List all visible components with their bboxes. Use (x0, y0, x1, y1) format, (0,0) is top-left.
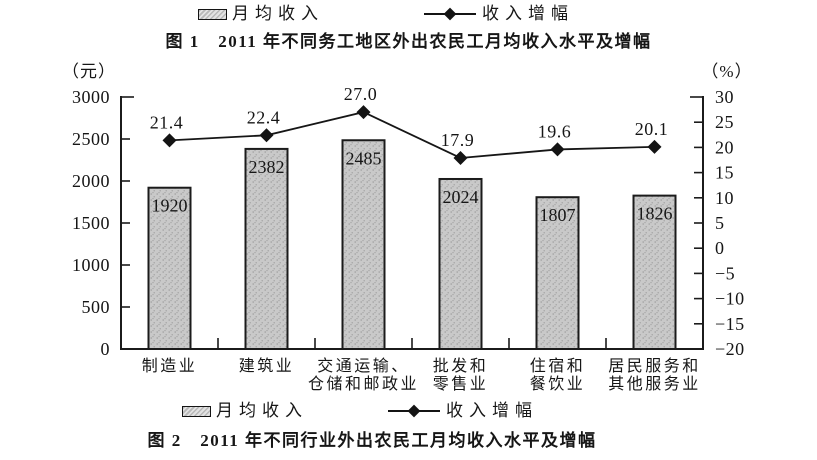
diamond-marker-icon (550, 142, 565, 157)
right-axis-tick-label: 0 (715, 238, 725, 258)
diamond-marker-icon (453, 150, 468, 165)
right-axis-tick-label: −10 (715, 289, 745, 309)
line-value-label: 21.4 (150, 112, 184, 132)
legend-item-monthly-income: 月均收入 (182, 402, 308, 420)
line-swatch-icon (424, 7, 476, 21)
right-axis-tick-label: −5 (715, 263, 735, 283)
figure2-title: 图 2 2011 年不同行业外出农民工月均收入水平及增幅 (147, 431, 597, 450)
diamond-marker-icon (259, 128, 274, 143)
bar-swatch-icon (182, 405, 211, 417)
line-value-label: 17.9 (441, 130, 475, 150)
right-axis-tick-label: −15 (715, 314, 745, 334)
growth-line (169, 111, 655, 159)
line-value-label: 22.4 (247, 107, 281, 127)
right-axis-tick-label: 15 (715, 163, 734, 183)
right-axis-tick-label: −20 (715, 339, 745, 359)
left-axis-tick-label: 1500 (72, 213, 110, 233)
bar-value-label: 2485 (346, 148, 382, 168)
line-swatch-icon (388, 404, 440, 418)
category-label-1: 建筑业 (239, 357, 295, 375)
legend-item-income-growth: 收入增幅 (388, 402, 538, 420)
bar-5 (632, 194, 677, 350)
right-axis-tick-label: 25 (715, 112, 734, 132)
bar-value-label: 2382 (249, 157, 285, 177)
bar-value-label: 1920 (152, 196, 188, 216)
bar-0 (147, 186, 192, 350)
bar-4 (535, 196, 580, 350)
legend-item-monthly-income: 月均收入 (198, 5, 324, 23)
left-axis-tick-label: 1000 (72, 255, 110, 275)
legend-line-label: 收入增幅 (446, 401, 538, 420)
legend-top: 月均收入 收入增幅 (198, 5, 574, 23)
left-axis-tick-label: 500 (82, 297, 111, 317)
left-axis-tick-label: 2000 (72, 171, 110, 191)
category-label-3: 批发和零售业 (433, 357, 489, 393)
bar-value-label: 1807 (540, 205, 576, 225)
right-axis-unit: （%） (701, 62, 752, 81)
category-label-0: 制造业 (142, 357, 198, 375)
legend-line-label: 收入增幅 (482, 4, 574, 23)
diamond-marker-icon (407, 404, 421, 418)
diamond-marker-icon (162, 133, 177, 148)
left-axis-tick-label: 0 (101, 339, 111, 359)
right-axis-tick-label: 10 (715, 188, 734, 208)
bar-swatch-icon (198, 8, 227, 20)
bar-value-label: 2024 (443, 187, 479, 207)
category-label-2: 交通运输、仓储和邮政业 (308, 357, 419, 393)
diamond-marker-icon (647, 139, 662, 154)
legend-bottom: 月均收入 收入增幅 (182, 402, 538, 420)
legend-bar-label: 月均收入 (216, 401, 308, 420)
category-label-4: 住宿和餐饮业 (530, 357, 586, 393)
right-axis-tick-label: 5 (715, 213, 725, 233)
right-axis-tick-label: 20 (715, 137, 734, 157)
legend-item-income-growth: 收入增幅 (424, 5, 574, 23)
bar-value-label: 1826 (637, 204, 673, 224)
bar-2 (341, 139, 386, 350)
category-label-5: 居民服务和其他服务业 (608, 357, 701, 393)
figure1-title: 图 1 2011 年不同务工地区外出农民工月均收入水平及增幅 (165, 32, 652, 51)
bar-1 (244, 147, 289, 350)
left-axis-unit: （元） (62, 62, 116, 81)
diamond-marker-icon (356, 105, 371, 120)
line-value-label: 27.0 (344, 84, 378, 104)
left-axis-tick-label: 2500 (72, 129, 110, 149)
bar-3 (438, 177, 483, 350)
line-value-label: 19.6 (538, 121, 572, 141)
line-value-label: 20.1 (635, 119, 669, 139)
legend-bar-label: 月均收入 (232, 4, 324, 23)
right-axis-tick-label: 30 (715, 87, 734, 107)
left-axis-tick-label: 3000 (72, 87, 110, 107)
